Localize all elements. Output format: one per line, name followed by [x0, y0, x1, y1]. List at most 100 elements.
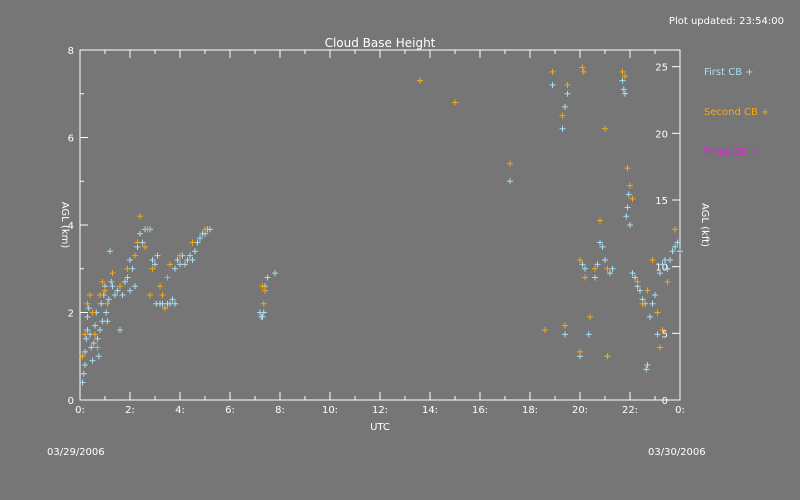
cb-point-1: [659, 261, 666, 268]
x-tick-label: 6:: [225, 405, 235, 416]
cb-point-2: [582, 274, 588, 281]
cb-point-2: [559, 112, 566, 119]
cb-point-1: [625, 191, 632, 198]
cb-point-1: [189, 257, 196, 263]
cb-point-2: [137, 213, 143, 220]
cb-point-1: [97, 327, 103, 333]
y2-tick-label: 0: [662, 396, 668, 407]
cb-point-2: [579, 64, 586, 71]
cb-point-1: [259, 313, 266, 320]
cb-point-2: [622, 73, 628, 80]
cb-point-2: [167, 261, 173, 268]
cb-point-1: [124, 274, 131, 281]
cb-point-1: [108, 278, 115, 285]
cb-point-1: [507, 178, 513, 185]
cb-point-1: [622, 90, 628, 97]
cb-point-1: [644, 362, 651, 368]
cb-point-2: [109, 270, 116, 277]
cb-point-1: [82, 362, 88, 368]
cb-point-1: [80, 370, 87, 377]
y-tick-label: 0: [68, 396, 74, 407]
cb-point-2: [564, 82, 571, 88]
cb-point-2: [79, 353, 86, 360]
cb-point-2: [672, 226, 678, 233]
y-tick-label: 6: [68, 134, 74, 145]
x-tick-label: 22:: [622, 405, 638, 416]
cb-point-1: [643, 366, 650, 373]
cb-point-1: [172, 265, 178, 272]
cb-point-1: [112, 292, 118, 298]
cb-point-1: [667, 257, 673, 263]
cb-point-1: [579, 261, 586, 268]
cb-point-2: [619, 68, 626, 75]
data-marks: [79, 64, 683, 386]
cb-point-2: [657, 344, 663, 351]
cb-point-2: [592, 265, 598, 272]
end-date: 03/30/2006: [648, 447, 706, 458]
x-tick-label: 10:: [322, 405, 338, 416]
cb-point-1: [632, 274, 638, 281]
cb-point-1: [84, 313, 91, 320]
y2-tick-label: 10: [655, 263, 668, 274]
cb-point-2: [602, 125, 608, 132]
cb-point-1: [623, 213, 630, 220]
cb-point-2: [659, 327, 666, 333]
legend-first-cb: First CB +: [704, 67, 754, 78]
cb-point-2: [664, 278, 671, 285]
cb-point-2: [260, 300, 267, 307]
x-tick-label: 20:: [572, 405, 588, 416]
cb-point-1: [620, 86, 627, 93]
cb-point-1: [105, 296, 112, 303]
cb-point-1: [664, 265, 671, 272]
cb-point-1: [114, 287, 121, 294]
cb-point-1: [88, 344, 95, 351]
cb-point-1: [82, 348, 88, 355]
cb-point-1: [107, 248, 113, 255]
cb-point-2: [157, 283, 163, 290]
cb-point-2: [124, 265, 131, 272]
cb-point-1: [654, 331, 661, 338]
x-axis-label: UTC: [370, 422, 390, 433]
cb-point-1: [637, 287, 643, 294]
cb-point-1: [132, 283, 138, 290]
cb-point-2: [162, 305, 168, 312]
cb-point-2: [97, 292, 103, 298]
cb-point-1: [182, 261, 188, 268]
x-tick-label: 4:: [175, 405, 185, 416]
cb-point-1: [127, 287, 133, 294]
cb-point-1: [95, 353, 102, 360]
cb-point-1: [122, 278, 128, 285]
cb-point-2: [629, 195, 636, 202]
legend-second-cb: Second CB +: [704, 107, 769, 118]
cb-point-2: [87, 292, 93, 298]
cb-point-1: [657, 270, 663, 277]
cb-point-2: [549, 68, 556, 75]
cb-point-1: [264, 274, 271, 281]
cb-point-1: [127, 257, 133, 263]
cb-point-1: [677, 248, 683, 255]
cb-point-1: [83, 335, 90, 342]
x-tick-label: 14:: [422, 405, 438, 416]
cb-point-1: [592, 274, 598, 281]
y-tick-label: 8: [68, 46, 74, 57]
cb-point-1: [607, 270, 613, 277]
x-tick-label: 0:: [675, 405, 685, 416]
cb-point-2: [634, 278, 641, 285]
cb-point-1: [92, 322, 98, 329]
y-tick-label: 4: [68, 221, 74, 232]
cb-point-1: [84, 327, 91, 333]
cb-point-1: [260, 309, 267, 316]
cb-point-1: [94, 335, 101, 342]
cb-point-2: [644, 287, 651, 294]
cb-point-1: [562, 103, 568, 110]
x-tick-label: 12:: [372, 405, 388, 416]
cb-point-1: [619, 77, 626, 84]
cb-point-1: [629, 270, 636, 277]
cb-point-2: [147, 292, 153, 298]
x-tick-label: 8:: [275, 405, 285, 416]
cb-point-1: [117, 327, 123, 333]
cb-point-1: [559, 125, 566, 132]
cb-point-1: [272, 270, 278, 277]
cb-point-1: [174, 257, 181, 263]
